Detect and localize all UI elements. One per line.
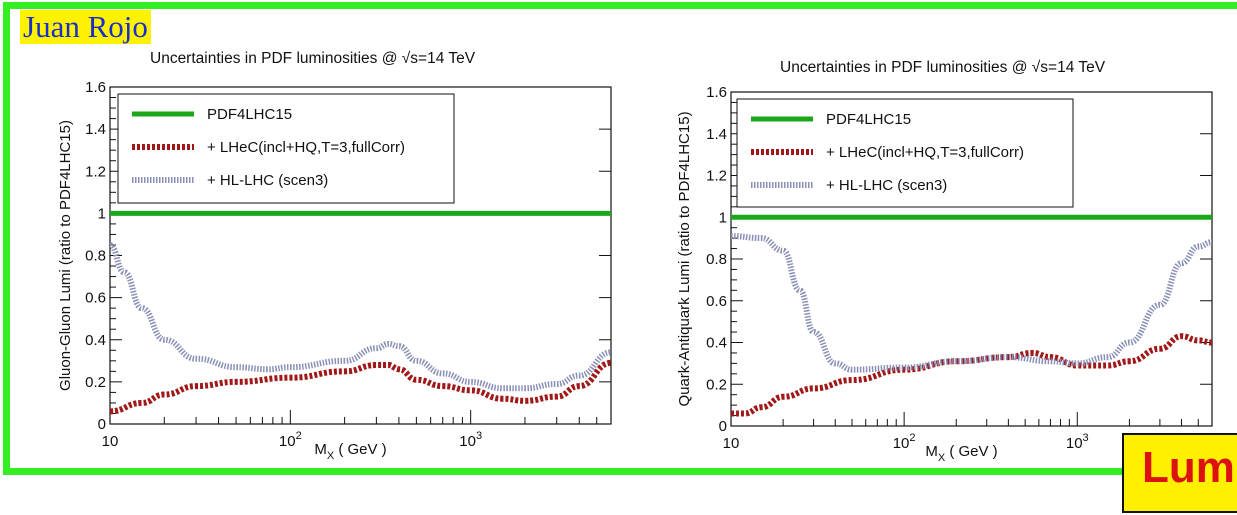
chart0-x-axis-label: MX ( GeV ) [314,441,386,462]
quark-antiquark-chart: Uncertainties in PDF luminosities @ √s=1… [676,59,1213,464]
chart1-y-tick-label: 0.4 [706,335,727,352]
chart0-y-tick-label: 0.4 [85,332,106,349]
chart1-x-tick-label: 10 [723,435,740,452]
chart0-y-tick-label: 0.8 [85,248,106,265]
chart0-y-tick-label: 0.2 [85,374,106,391]
chart0-y-tick-label: 0.6 [85,290,106,307]
chart1-y-axis-label: Quark-Antiquark Lumi (ratio to PDF4LHC15… [676,111,693,406]
chart1-x-axis-label: MX ( GeV ) [925,443,997,464]
luminosity-banner-text: Lum [1142,443,1235,492]
chart0-series-lhec [109,359,612,415]
chart0-y-tick-label: 1.2 [85,163,106,180]
chart0-title: Uncertainties in PDF luminosities @ √s=1… [150,50,476,67]
chart0-y-axis-label: Gluon-Gluon Lumi (ratio to PDF4LHC15) [57,120,74,391]
author-name: Juan Rojo [20,10,151,44]
chart1-title: Uncertainties in PDF luminosities @ √s=1… [780,59,1106,76]
chart1-y-tick-label: 1.6 [706,84,727,101]
chart1-x-tick-label: 102 [893,432,916,452]
chart1-legend-label-hl-lhc: + HL-LHC (scen3) [826,177,947,194]
gluon-gluon-chart: Uncertainties in PDF luminosities @ √s=1… [57,50,612,462]
chart1-y-tick-label: 0.8 [706,251,727,268]
chart0-legend-label-hl-lhc: + HL-LHC (scen3) [207,172,328,189]
slide-frame [3,2,1237,475]
chart0-x-tick-label: 10 [102,433,119,450]
chart1-y-tick-label: 1.2 [706,168,727,185]
chart1-y-tick-label: 0.2 [706,376,727,393]
chart1-series-lhec [731,333,1213,417]
chart0-legend-label-lhec: + LHeC(incl+HQ,T=3,fullCorr) [207,139,405,156]
chart1-y-tick-label: 1 [719,209,727,226]
chart1-x-tick-label: 103 [1066,432,1089,452]
chart1-legend-label-pdf4lhc15: PDF4LHC15 [826,111,911,128]
chart1-y-tick-label: 0.6 [706,293,727,310]
chart0-legend-label-pdf4lhc15: PDF4LHC15 [207,106,292,123]
chart0-x-tick-label: 103 [459,430,482,450]
chart0-y-tick-label: 0 [98,416,106,433]
chart1-y-tick-label: 1.4 [706,126,727,143]
chart0-x-tick-label: 102 [279,430,302,450]
chart0-y-tick-label: 1 [98,205,106,222]
luminosity-banner: Lum [1122,433,1237,513]
chart1-y-tick-label: 0 [719,418,727,435]
chart1-legend-label-lhec: + LHeC(incl+HQ,T=3,fullCorr) [826,144,1024,161]
chart0-y-tick-label: 1.4 [85,121,106,138]
chart0-y-tick-label: 1.6 [85,79,106,96]
chart0-series-hl-lhc [108,241,612,392]
chart1-series-hl-lhc [730,233,1213,373]
